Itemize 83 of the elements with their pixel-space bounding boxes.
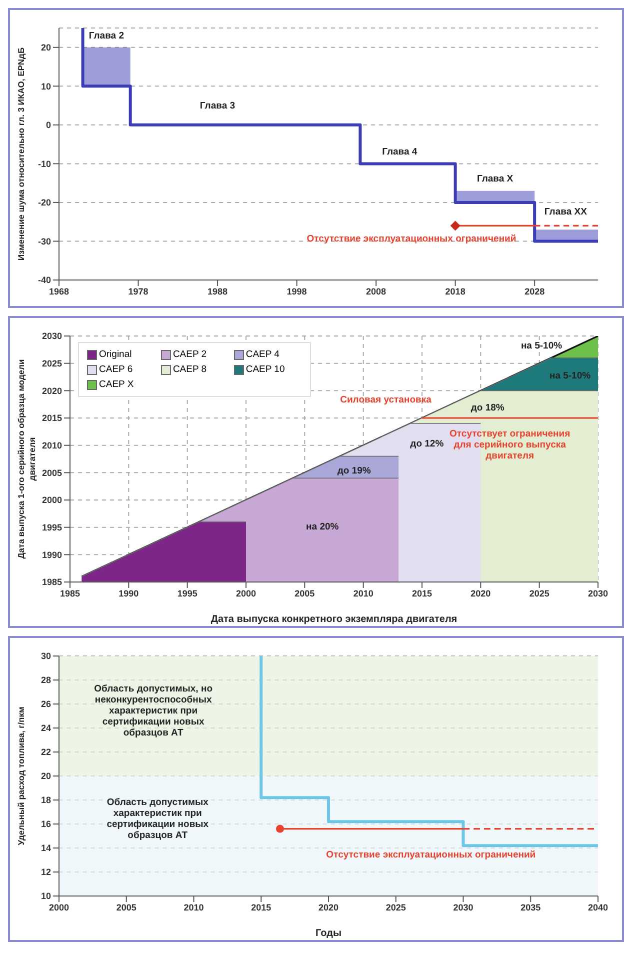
x-tick-label: 2015 bbox=[412, 588, 432, 598]
x-tick-label: 2000 bbox=[48, 902, 70, 912]
annotation: Отсутствие эксплуатационных ограничений bbox=[306, 234, 516, 245]
y-tick-label: 2000 bbox=[42, 495, 62, 506]
y-tick-label: 1985 bbox=[42, 577, 62, 588]
x-tick-label: 2025 bbox=[529, 588, 550, 598]
annotation: на 5-10% bbox=[549, 370, 591, 382]
y-tick-label: 14 bbox=[40, 843, 51, 854]
legend-label: CAEP 8 bbox=[172, 364, 207, 375]
y-tick-label: 16 bbox=[40, 819, 51, 830]
legend-label: CAEP 2 bbox=[172, 349, 207, 360]
x-tick-label: 2040 bbox=[588, 902, 608, 912]
y-tick-label: 2030 bbox=[42, 331, 62, 342]
legend-label: Original bbox=[99, 349, 132, 360]
x-tick-label: 2030 bbox=[453, 902, 474, 912]
x-tick-label: 1988 bbox=[208, 286, 228, 296]
y-tick-label: 1990 bbox=[42, 550, 62, 560]
y-tick-label: 20 bbox=[40, 42, 51, 53]
y-tick-label: 18 bbox=[40, 795, 51, 806]
x-tick-label: 1985 bbox=[60, 588, 80, 598]
x-tick-label: 2005 bbox=[294, 588, 315, 598]
legend-label: CAEP 4 bbox=[246, 349, 280, 360]
annotation: до 18% bbox=[470, 402, 504, 414]
annotation: Силовая установка bbox=[340, 394, 432, 406]
x-tick-label: 2015 bbox=[251, 902, 272, 912]
y-tick-label: 2020 bbox=[42, 386, 62, 396]
y-tick-label: 1995 bbox=[42, 522, 62, 533]
y-tick-label: 10 bbox=[40, 891, 51, 902]
x-axis-title: Годы bbox=[315, 928, 342, 939]
annotation: Глава XX bbox=[544, 206, 587, 218]
x-tick-label: 2008 bbox=[366, 286, 386, 296]
y-tick-label: 12 bbox=[40, 867, 51, 878]
y-tick-label: 2005 bbox=[42, 468, 62, 478]
y-tick-label: 2015 bbox=[42, 413, 62, 424]
x-tick-label: 1998 bbox=[286, 286, 307, 296]
annotation: Глава 3 bbox=[200, 100, 236, 112]
annotation: до 19% bbox=[337, 466, 371, 477]
y-tick-label: -30 bbox=[38, 236, 51, 246]
y-tick-label: 10 bbox=[40, 81, 51, 92]
legend-label: CAEP X bbox=[99, 379, 134, 390]
y-tick-label: 0 bbox=[46, 120, 51, 130]
x-tick-label: 2010 bbox=[184, 902, 204, 912]
annotation: до 12% bbox=[410, 438, 444, 450]
annotation: Область допустимых, но неконкурентоспособных характеристик при сертификации новых образцов АТ bbox=[94, 684, 213, 739]
x-tick-label: 2000 bbox=[236, 588, 256, 598]
legend-label: CAEP 10 bbox=[246, 364, 285, 375]
y-tick-label: 22 bbox=[40, 747, 51, 758]
y-tick-label: -20 bbox=[38, 198, 51, 208]
x-tick-label: 2018 bbox=[445, 286, 466, 296]
annotation: на 20% bbox=[306, 522, 339, 533]
annotation: Область допустимых характеристик при сертификации новых образцов АТ bbox=[106, 797, 209, 842]
y-tick-label: 2025 bbox=[42, 358, 62, 369]
x-tick-label: 1978 bbox=[128, 286, 148, 296]
y-axis-title: Дата выпуска 1-ого серийного образца модели двигателя bbox=[16, 359, 37, 559]
y-tick-label: 2010 bbox=[42, 440, 62, 451]
x-tick-label: 1968 bbox=[48, 286, 70, 296]
x-tick-label: 1990 bbox=[118, 588, 139, 598]
y-axis-title: Удельный расход топлива, г/пкм bbox=[16, 706, 26, 846]
legend-label: CAEP 6 bbox=[99, 364, 133, 375]
x-tick-label: 2028 bbox=[524, 286, 545, 296]
x-tick-label: 2025 bbox=[386, 902, 406, 912]
x-tick-label: 2030 bbox=[588, 588, 608, 598]
x-tick-label: 2035 bbox=[520, 902, 541, 912]
annotation: Глава X bbox=[476, 174, 514, 185]
annotation: Глава 4 bbox=[382, 146, 418, 158]
y-tick-label: -40 bbox=[38, 275, 51, 286]
y-tick-label: 24 bbox=[40, 723, 51, 734]
y-tick-label: 26 bbox=[40, 699, 51, 710]
y-axis-title: Изменение шума относительно гл. 3 ИКАО, EPNдБ bbox=[16, 47, 26, 261]
y-tick-label: 28 bbox=[40, 675, 51, 686]
x-tick-label: 2005 bbox=[116, 902, 136, 912]
x-tick-label: 2020 bbox=[470, 588, 491, 598]
x-axis-title: Дата выпуска конкретного экземпляра двигателя bbox=[210, 614, 458, 625]
y-tick-label: 20 bbox=[40, 771, 51, 782]
y-tick-label: -10 bbox=[38, 158, 51, 169]
x-tick-label: 1995 bbox=[177, 588, 198, 598]
x-tick-label: 2020 bbox=[318, 902, 339, 912]
annotation: Глава 2 bbox=[88, 30, 124, 42]
x-tick-label: 2010 bbox=[353, 588, 374, 598]
annotation: на 5-10% bbox=[520, 340, 562, 352]
y-tick-label: 30 bbox=[40, 651, 51, 662]
annotation: Отсутствие эксплуатационных ограничений bbox=[326, 850, 536, 861]
annotation: Отсутствует ограничения для серийного выпуска двигателя bbox=[450, 428, 570, 462]
